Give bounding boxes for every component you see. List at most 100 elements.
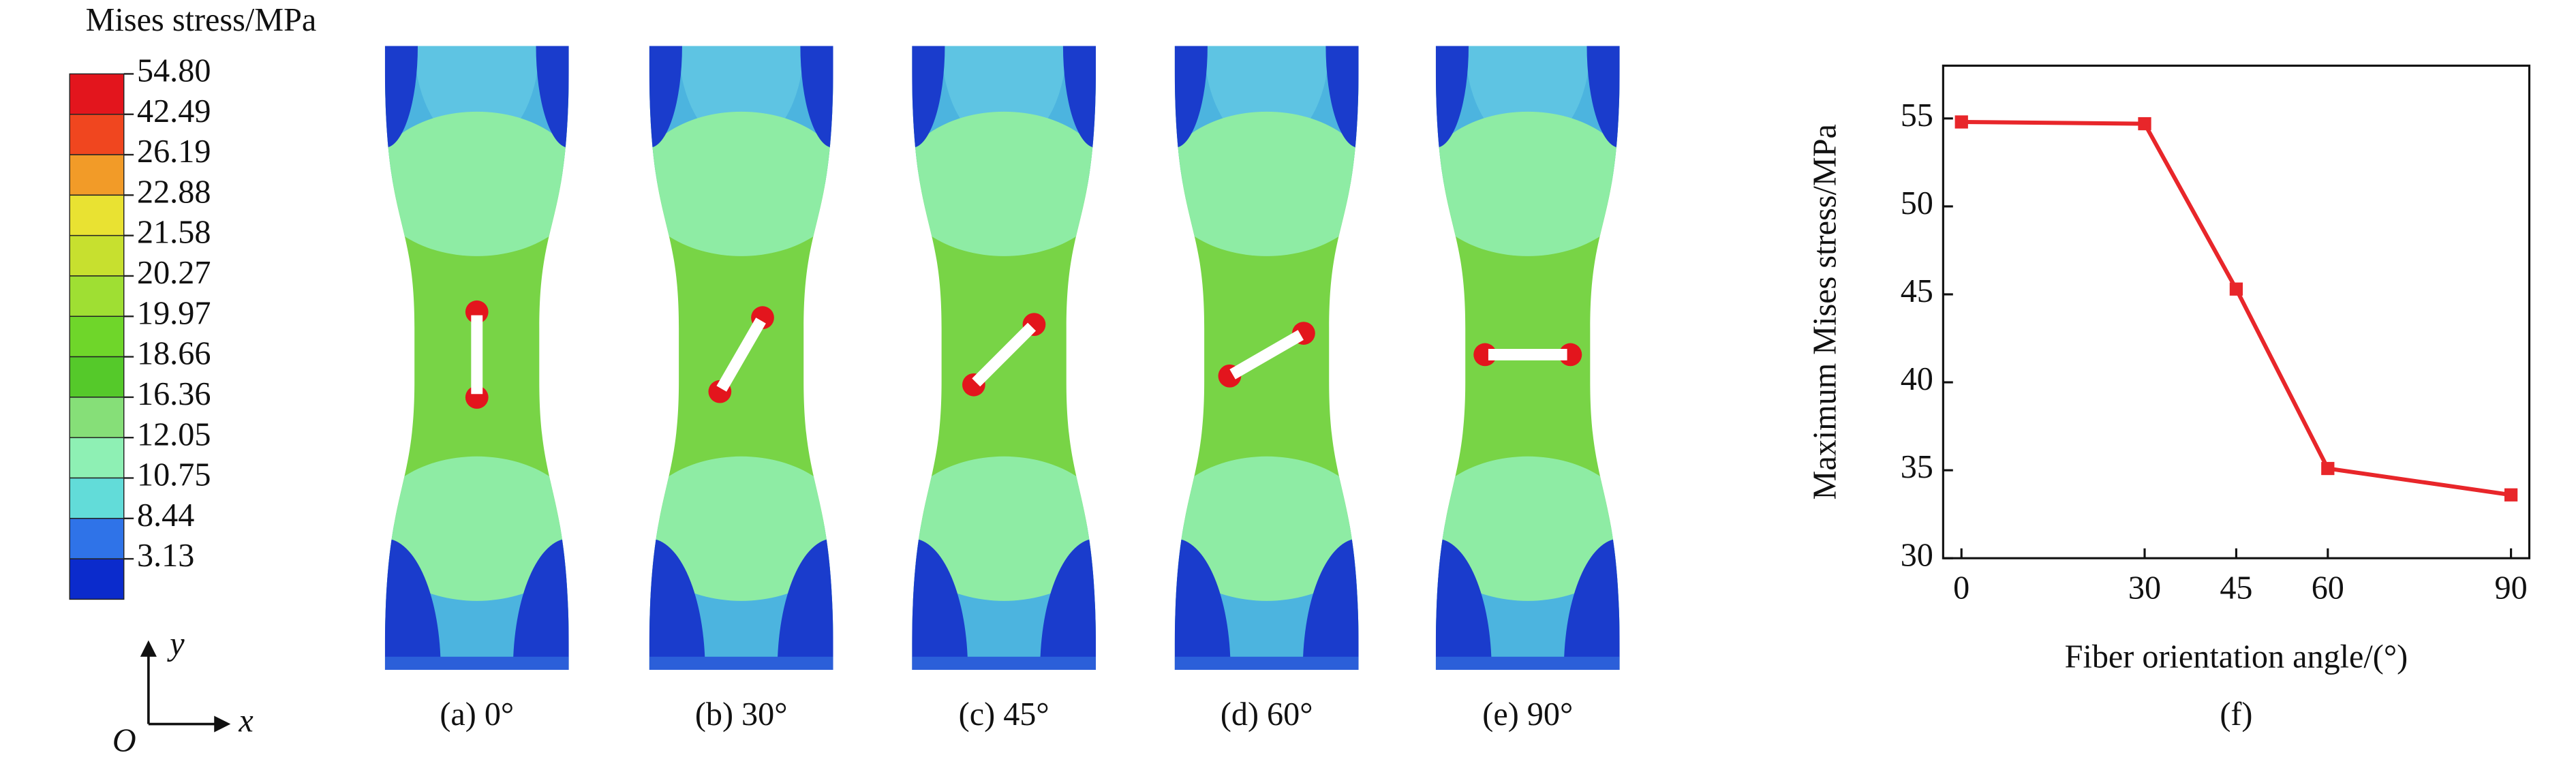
y-tick-label: 30	[1901, 537, 1933, 573]
colorbar-label: 54.80	[137, 52, 211, 89]
grip-bottom-edge	[912, 656, 1097, 671]
color-band	[69, 234, 125, 277]
corner-top	[1586, 46, 1620, 148]
corner-top	[649, 46, 682, 148]
chart-caption: (f)	[2220, 696, 2252, 733]
colorbar-label: 19.97	[137, 295, 211, 331]
data-point	[2321, 461, 2335, 476]
specimen	[1435, 46, 1620, 671]
grip-bottom-edge	[1174, 656, 1359, 671]
y-tick-label: 55	[1901, 97, 1933, 134]
corner-bottom	[912, 538, 968, 671]
specimen	[384, 46, 569, 671]
colorbar-label: 12.05	[137, 416, 211, 452]
specimen	[1174, 46, 1359, 671]
arrowhead	[140, 640, 157, 657]
data-point	[2229, 282, 2243, 296]
legend-title: Mises stress/MPa	[86, 2, 317, 38]
color-band	[69, 194, 125, 236]
corner-top	[1325, 46, 1359, 148]
corner-bottom	[649, 538, 705, 671]
colorbar-label: 20.27	[137, 255, 211, 291]
axis-y-label: y	[166, 626, 185, 662]
mint-top	[1174, 111, 1359, 256]
data-line	[1961, 119, 2512, 497]
arrowhead	[214, 715, 231, 733]
data-point	[2504, 488, 2518, 502]
corner-bottom	[1435, 538, 1492, 671]
corner-bottom	[1174, 538, 1231, 671]
panel-caption: (b) 30°	[695, 696, 788, 733]
corner-top	[912, 46, 945, 148]
corner-top	[384, 46, 418, 148]
axis-x-label: x	[238, 703, 254, 739]
colorbar-label: 8.44	[137, 497, 194, 534]
x-tick-label: 90	[2495, 570, 2528, 606]
colorbar-label: 42.49	[137, 93, 211, 129]
x-tick-label: 60	[2312, 570, 2344, 606]
color-band	[69, 397, 125, 438]
corner-top	[1174, 46, 1208, 148]
color-band	[69, 73, 125, 115]
x-axis-label: Fiber orientation angle/(°)	[2065, 639, 2408, 675]
grip-bottom-edge	[1435, 656, 1620, 671]
corner-bottom	[777, 538, 833, 671]
x-tick-label: 0	[1953, 570, 1969, 606]
corner-top	[800, 46, 833, 148]
mint-top	[1435, 111, 1620, 256]
x-tick-label: 45	[2220, 570, 2252, 606]
data-point	[1954, 115, 1968, 129]
mint-top	[912, 111, 1097, 256]
grip-top-core	[1204, 46, 1330, 148]
corner-bottom	[384, 538, 441, 671]
fiber	[1229, 330, 1304, 380]
color-band	[69, 558, 125, 600]
corner-bottom	[512, 538, 569, 671]
mint-bottom	[912, 456, 1097, 601]
mint-bottom	[649, 456, 833, 601]
colorbar-label: 18.66	[137, 336, 211, 372]
colorbar-label: 26.19	[137, 134, 211, 170]
grip-bottom-edge	[384, 656, 569, 671]
colorbar-label: 21.58	[137, 215, 211, 251]
color-band	[69, 154, 125, 196]
panel-caption: (d) 60°	[1221, 696, 1313, 733]
corner-bottom	[1040, 538, 1097, 671]
corner-top	[536, 46, 569, 148]
grip-top-core	[679, 46, 804, 148]
grip-bottom-edge	[649, 656, 833, 671]
color-band	[69, 518, 125, 559]
panel-caption: (c) 45°	[959, 696, 1049, 733]
mint-bottom	[384, 456, 569, 601]
fiber	[716, 318, 766, 392]
data-point	[2138, 117, 2151, 131]
y-axis-label: Maximum Mises stress/MPa	[1807, 124, 1843, 499]
mint-top	[384, 111, 569, 256]
colorbar-label: 16.36	[137, 376, 211, 412]
specimen	[649, 46, 833, 671]
fiber	[972, 322, 1037, 387]
y-tick-label: 50	[1901, 185, 1933, 221]
corner-bottom	[1563, 538, 1620, 671]
colorbar-label: 22.88	[137, 174, 211, 210]
y-tick-label: 40	[1901, 361, 1933, 397]
corner-top	[1435, 46, 1469, 148]
panel-caption: (a) 0°	[440, 696, 514, 733]
mint-bottom	[1435, 456, 1620, 601]
grip-top-core	[1465, 46, 1591, 148]
colorbar-label: 3.13	[137, 538, 194, 574]
color-band	[69, 437, 125, 479]
color-band	[69, 275, 125, 317]
panel-caption: (e) 90°	[1482, 696, 1573, 733]
color-band	[69, 315, 125, 358]
y-tick-label: 45	[1901, 273, 1933, 309]
grip-top-core	[941, 46, 1067, 148]
mint-top	[649, 111, 833, 256]
mint-bottom	[1174, 456, 1359, 601]
y-tick-label: 35	[1901, 449, 1933, 485]
grip-top-core	[414, 46, 540, 148]
origin-label: O	[112, 723, 136, 759]
x-tick-label: 30	[2128, 570, 2161, 606]
corner-top	[1062, 46, 1097, 148]
